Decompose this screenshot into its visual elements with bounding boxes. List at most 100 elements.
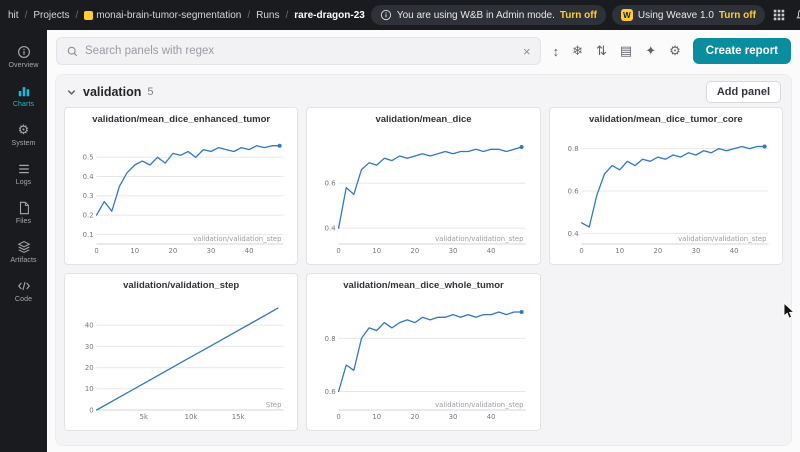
line-chart: 0.1 0.2 0.3 0.4 0.5 0 10 20 30 40 validation/valid…	[83, 143, 284, 255]
breadcrumb-separator: /	[285, 9, 289, 21]
panels-toolbar: × ↕ ❄ ⇅ ▤ ✦ ⚙ Create report	[47, 30, 800, 72]
svg-text:10: 10	[373, 413, 382, 421]
sidebar-item-files[interactable]: Files	[0, 194, 47, 232]
code-icon	[17, 281, 30, 291]
svg-text:20: 20	[85, 364, 94, 372]
svg-text:40: 40	[729, 247, 738, 255]
list-icon	[18, 164, 29, 174]
svg-text:40: 40	[85, 322, 94, 330]
sidebar-item-code[interactable]: Code	[0, 272, 47, 310]
chart-panel[interactable]: validation/validation_step 0 10 20 30 40 5k 10…	[64, 273, 299, 431]
breadcrumb-project[interactable]: monai-brain-tumor-segmentation	[84, 10, 241, 21]
panel-layout-icon[interactable]: ▤	[619, 43, 633, 58]
svg-text:0.8: 0.8	[567, 145, 578, 153]
svg-text:40: 40	[245, 247, 254, 255]
weave-banner: W Using Weave 1.0 Turn off	[611, 5, 765, 25]
gear-icon: ⚙	[17, 122, 30, 137]
weave-banner-text: Using Weave 1.0	[637, 9, 714, 21]
svg-text:10: 10	[85, 385, 94, 393]
chart-title: validation/mean_dice_enhanced_tumor	[92, 114, 271, 125]
svg-text:0: 0	[579, 247, 583, 255]
svg-text:20: 20	[411, 247, 420, 255]
svg-text:0: 0	[337, 247, 341, 255]
section-header: validation 5 Add panel	[64, 79, 783, 105]
line-chart: 0.6 0.8 0 10 20 30 40 validation/validation_ste…	[325, 310, 526, 421]
chart-panel[interactable]: validation/mean_dice_tumor_core 0.4 0.6 0.…	[548, 107, 783, 265]
chart-panel[interactable]: validation/mean_dice_enhanced_tumor 0.1 0…	[64, 107, 299, 265]
search-input[interactable]	[85, 45, 518, 57]
add-panel-button[interactable]: Add panel	[705, 81, 781, 103]
svg-text:20: 20	[411, 413, 420, 421]
chart-title: validation/mean_dice_tumor_core	[589, 114, 743, 125]
svg-text:40: 40	[487, 413, 496, 421]
sidebar-item-artifacts[interactable]: Artifacts	[0, 233, 47, 271]
breadcrumb-runs[interactable]: Runs	[256, 10, 279, 21]
section-collapse-chevron-icon[interactable]	[66, 87, 77, 98]
info-icon	[380, 9, 392, 21]
top-bar: hit / Projects / monai-brain-tumor-segme…	[0, 0, 800, 30]
svg-text:0.6: 0.6	[325, 388, 336, 396]
breadcrumb-runs-label: Runs	[256, 9, 280, 21]
breadcrumb-separator: /	[24, 9, 28, 21]
svg-text:10k: 10k	[185, 413, 198, 421]
breadcrumb-entity[interactable]: hit	[8, 10, 19, 21]
bar-chart-icon	[18, 87, 29, 97]
svg-text:0.4: 0.4	[567, 230, 579, 238]
breadcrumb-projects-label: Projects	[33, 9, 70, 21]
panel-search-box[interactable]: ×	[56, 37, 541, 65]
admin-turn-off-link[interactable]: Turn off	[559, 9, 597, 21]
breadcrumb-separator: /	[247, 9, 251, 21]
sort-panels-icon[interactable]: ⇅	[596, 43, 607, 58]
charts-grid: validation/mean_dice_enhanced_tumor 0.1 0…	[64, 107, 783, 431]
svg-text:15k: 15k	[232, 413, 245, 421]
validation-section: validation 5 Add panel validation/mean_d…	[55, 74, 792, 446]
search-icon	[67, 46, 78, 56]
svg-text:validation/validation_step: validation/validation_step	[193, 235, 282, 243]
notifications-bell-icon[interactable]	[794, 7, 800, 24]
project-icon	[84, 10, 94, 20]
sparkle-icon[interactable]: ✦	[645, 43, 657, 58]
chart-panel[interactable]: validation/mean_dice_whole_tumor 0.6 0.8 0…	[306, 273, 541, 431]
clear-search-icon[interactable]: ×	[523, 43, 531, 59]
svg-text:validation/validation_step: validation/validation_step	[435, 235, 524, 243]
svg-text:0.6: 0.6	[325, 179, 336, 187]
sidebar-item-overview[interactable]: Overview	[0, 38, 47, 76]
snowflake-icon[interactable]: ❄	[572, 43, 584, 58]
expand-panels-icon[interactable]: ↕	[552, 43, 560, 59]
breadcrumb-entity-label: hit	[8, 9, 19, 21]
toolbar-icon-group: ↕ ❄ ⇅ ▤ ✦ ⚙	[553, 43, 681, 59]
sidebar-label: System	[11, 140, 36, 147]
admin-banner-text: You are using W&B in Admin mode.	[396, 9, 555, 21]
chart-title: validation/mean_dice	[375, 114, 472, 125]
line-chart: 0 10 20 30 40 5k 10k 15k Step	[85, 307, 284, 421]
svg-text:30: 30	[691, 247, 700, 255]
chart-panel[interactable]: validation/mean_dice 0.4 0.6 0 10 20 30 40 vali…	[306, 107, 541, 265]
line-chart: 0.4 0.6 0.8 0 10 20 30 40 validation/validation_…	[567, 144, 769, 255]
svg-text:0.6: 0.6	[567, 187, 578, 195]
breadcrumb-run-name-label: rare-dragon-23	[294, 9, 365, 21]
sidebar-label: Logs	[15, 179, 32, 186]
sidebar-item-charts[interactable]: Charts	[0, 77, 47, 115]
breadcrumb-run-name[interactable]: rare-dragon-23	[294, 10, 365, 21]
settings-gear-icon[interactable]: ⚙	[669, 43, 681, 58]
weave-turn-off-link[interactable]: Turn off	[718, 9, 756, 21]
breadcrumb-projects[interactable]: Projects	[33, 10, 69, 21]
chart-title: validation/validation_step	[123, 280, 240, 291]
create-report-button[interactable]: Create report	[692, 38, 791, 64]
section-title: validation	[83, 85, 142, 99]
apps-grid-icon[interactable]	[771, 7, 788, 24]
sidebar-item-logs[interactable]: Logs	[0, 155, 47, 193]
sidebar-label: Overview	[8, 62, 39, 69]
svg-text:10: 10	[130, 247, 139, 255]
svg-text:0.5: 0.5	[83, 154, 94, 162]
svg-text:Step: Step	[266, 401, 282, 409]
svg-text:30: 30	[449, 413, 458, 421]
sidebar-item-system[interactable]: ⚙ System	[0, 116, 47, 154]
left-sidebar: Overview Charts ⚙ System Logs Files Arti…	[0, 30, 47, 452]
svg-text:0.2: 0.2	[83, 211, 94, 219]
sidebar-label: Code	[14, 296, 33, 303]
layers-icon	[17, 240, 30, 254]
svg-text:0.4: 0.4	[83, 173, 95, 181]
svg-text:30: 30	[449, 247, 458, 255]
admin-mode-banner: You are using W&B in Admin mode. Turn of…	[370, 5, 606, 25]
